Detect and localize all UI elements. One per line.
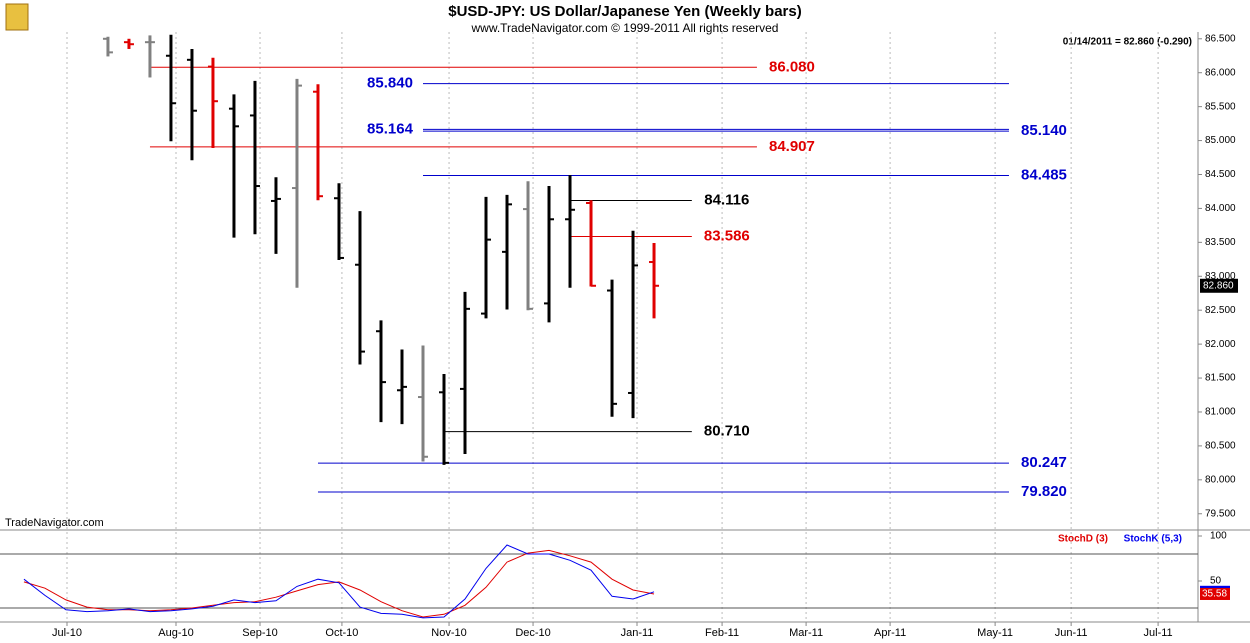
level-label: 85.840	[367, 75, 413, 92]
y-tick-label: 82.000	[1205, 339, 1236, 350]
y-tick-label: 80.000	[1205, 474, 1236, 485]
stoch-line	[23, 544, 655, 619]
level-label: 79.820	[1021, 483, 1067, 500]
value-box	[1200, 587, 1230, 600]
value-box-label: 35.58	[1202, 589, 1227, 600]
x-tick-label: Aug-10	[158, 627, 193, 639]
x-tick-label: Sep-10	[242, 627, 277, 639]
x-tick-label: Jan-11	[621, 627, 654, 639]
level-label: 84.907	[769, 138, 815, 155]
y-tick-label: 83.000	[1205, 271, 1236, 282]
y-tick-label: 85.000	[1205, 135, 1236, 146]
level-label: 84.116	[704, 192, 749, 209]
quote: 01/14/2011 = 82.860 (-0.290)	[1063, 37, 1192, 48]
y-tick-label: 81.000	[1205, 407, 1236, 418]
x-tick-label: Apr-11	[874, 627, 906, 639]
legend-label: StochD (3)	[1058, 534, 1108, 545]
level-label: 85.164	[367, 120, 414, 137]
level-label: 80.710	[704, 423, 750, 440]
y-tick-label: 83.500	[1205, 237, 1236, 248]
x-tick-label: May-11	[977, 627, 1013, 639]
y-tick-label: 82.500	[1205, 305, 1236, 316]
level-label: 80.247	[1021, 454, 1067, 471]
y-tick-label: 80.500	[1205, 441, 1236, 452]
x-tick-label: Jul-10	[52, 627, 82, 639]
chart-subtitle: www.TradeNavigator.com © 1999-2011 All r…	[471, 21, 779, 35]
level-label: 84.485	[1021, 166, 1067, 183]
legend-label: StochK (5,3)	[1124, 534, 1182, 545]
x-tick-label: Nov-10	[431, 627, 466, 639]
x-tick-label: Feb-11	[705, 627, 739, 639]
y-tick-label: 81.500	[1205, 373, 1236, 384]
logo	[5, 3, 29, 31]
x-tick-label: Oct-10	[325, 627, 358, 639]
chart-title: $USD-JPY: US Dollar/Japanese Yen (Weekly…	[448, 3, 801, 20]
x-tick-label: Mar-11	[789, 627, 823, 639]
y-tick-label: 86.500	[1205, 33, 1236, 44]
y-tick-label: 86.000	[1205, 67, 1236, 78]
x-tick-label: Jun-11	[1055, 627, 1088, 639]
price-box	[1200, 278, 1238, 293]
y-tick-label: 85.500	[1205, 101, 1236, 112]
y-tick-label: 84.000	[1205, 203, 1236, 214]
x-tick-label: Jul-11	[1144, 627, 1173, 639]
y-tick-label: 84.500	[1205, 169, 1236, 180]
level-label: 83.586	[704, 227, 750, 244]
x-tick-label: Dec-10	[515, 627, 550, 639]
stoch-tick-label: 100	[1210, 531, 1227, 542]
y-tick-label: 79.500	[1205, 508, 1236, 519]
price-box-label: 82.860	[1203, 280, 1234, 291]
stoch-tick-label: 50	[1210, 576, 1222, 587]
watermark: TradeNavigator.com	[5, 517, 104, 529]
level-label: 85.140	[1021, 122, 1067, 139]
level-label: 86.080	[769, 58, 815, 75]
stoch-line	[23, 549, 655, 618]
